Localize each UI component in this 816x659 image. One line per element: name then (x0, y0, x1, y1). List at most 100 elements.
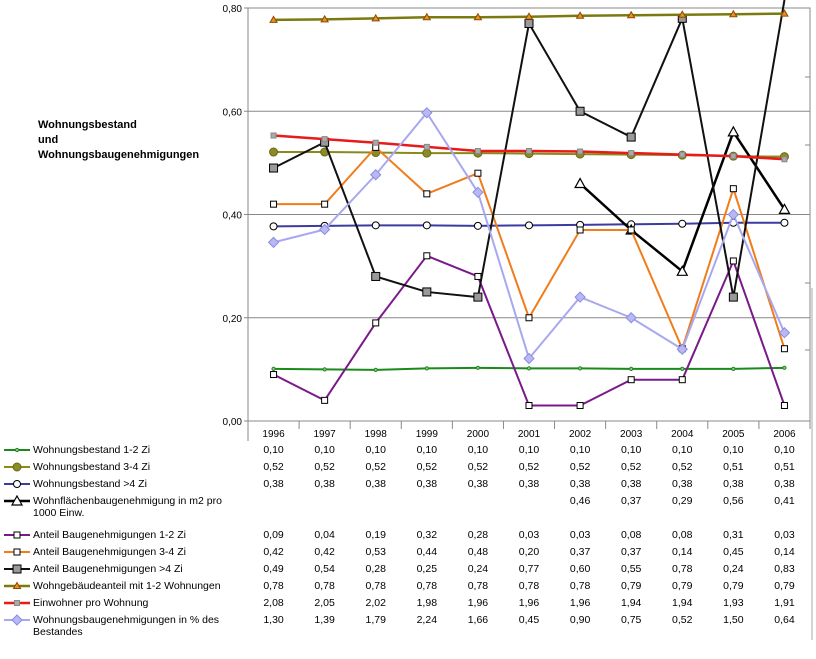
data-cell: 0,46 (570, 495, 591, 507)
data-cell: 0,78 (468, 580, 489, 592)
data-cell: 0,29 (672, 495, 693, 507)
data-point (780, 9, 789, 17)
data-point (13, 480, 21, 488)
data-point (524, 18, 534, 28)
data-cell: 0,38 (723, 478, 744, 490)
data-point (574, 291, 586, 303)
data-point (575, 106, 585, 116)
data-cell: 0,10 (468, 444, 489, 456)
data-point (728, 9, 738, 18)
data-cell: 0,24 (468, 563, 489, 575)
data-point (574, 177, 587, 189)
data-cell: 0,45 (519, 614, 540, 626)
data-point (422, 287, 432, 297)
data-point (576, 226, 584, 234)
data-cell: 2,05 (314, 597, 335, 609)
data-point (423, 190, 431, 198)
data-point (269, 222, 278, 231)
data-cell: 1,96 (468, 597, 489, 609)
data-cell: 0,10 (621, 444, 642, 456)
data-point (11, 614, 23, 626)
data-cell: 0,03 (519, 529, 540, 541)
data-cell: 0,28 (366, 563, 387, 575)
data-cell: 0,10 (314, 444, 335, 456)
data-point (269, 163, 279, 173)
data-point (270, 132, 277, 139)
data-point (372, 319, 380, 327)
data-cell: 0,52 (263, 461, 284, 473)
data-cell: 0,04 (314, 529, 335, 541)
data-point (626, 132, 636, 142)
data-point (628, 150, 635, 157)
legend-label: Anteil Baugenehmigungen >4 Zi (33, 563, 183, 575)
y-tick-label: 0,00 (223, 417, 243, 428)
data-cell: 0,37 (621, 546, 642, 558)
data-point (13, 531, 21, 539)
data-point (627, 376, 635, 384)
data-point (12, 462, 22, 472)
data-cell: 1,50 (723, 614, 744, 626)
data-cell: 0,51 (774, 461, 795, 473)
legend-label: Wohnungsbestand >4 Zi (33, 478, 147, 490)
data-cell: 0,08 (621, 529, 642, 541)
data-cell: 0,32 (417, 529, 438, 541)
data-cell: 0,20 (519, 546, 540, 558)
data-cell: 1,98 (417, 597, 438, 609)
data-cell: 0,31 (723, 529, 744, 541)
data-cell: 0,49 (263, 563, 284, 575)
data-point (577, 148, 584, 155)
legend-label: Wohnungsbaugenehmigungen in % des Bestand… (33, 614, 219, 638)
data-cell: 0,56 (723, 495, 744, 507)
data-cell: 0,44 (417, 546, 438, 558)
data-point (423, 143, 430, 150)
data-point (371, 13, 381, 22)
data-cell: 0,52 (621, 461, 642, 473)
data-point (421, 107, 433, 119)
data-cell: 0,60 (570, 563, 591, 575)
data-point (422, 12, 432, 21)
data-cell: 0,78 (417, 580, 438, 592)
data-cell: 0,53 (366, 546, 387, 558)
data-point (473, 221, 482, 230)
data-point (526, 148, 532, 155)
data-point (12, 564, 22, 574)
data-point (780, 218, 789, 227)
legend-label: Einwohner pro Wohnung (33, 597, 149, 609)
chart-title: Wohnungsbestand und Wohnungsbaugenehmigu… (38, 119, 200, 161)
data-cell: 0,79 (621, 580, 642, 592)
data-point (524, 12, 534, 20)
data-cell: 0,78 (519, 580, 540, 592)
data-cell: 0,52 (366, 461, 387, 473)
data-point (627, 226, 635, 234)
data-point (577, 366, 583, 371)
data-cell: 1,39 (314, 614, 335, 626)
data-point (271, 366, 276, 371)
data-point (729, 185, 737, 193)
data-cell: 1,66 (468, 614, 489, 626)
legend-label: Wohnflächenbaugenehmigung in m2 pro 1000 … (33, 495, 222, 519)
x-tick-label: 2002 (569, 429, 592, 440)
data-cell: 0,52 (672, 614, 693, 626)
data-cell: 0,42 (263, 546, 284, 558)
data-cell: 0,78 (314, 580, 335, 592)
data-point (473, 292, 483, 302)
data-cell: 0,10 (672, 444, 693, 456)
data-point (270, 371, 278, 379)
data-cell: 0,10 (570, 444, 591, 456)
data-cell: 0,10 (774, 444, 795, 456)
data-cell: 0,14 (774, 546, 795, 558)
data-point (625, 312, 637, 324)
data-cell: 0,38 (366, 478, 387, 490)
data-point (422, 221, 431, 230)
data-point (10, 494, 24, 506)
data-point (370, 169, 382, 181)
data-point (267, 236, 280, 249)
data-cell: 0,14 (672, 546, 693, 558)
data-cell: 0,79 (723, 580, 744, 592)
data-point (778, 327, 791, 339)
data-cell: 0,38 (468, 478, 489, 490)
data-point (523, 352, 535, 365)
data-cell: 0,38 (314, 478, 335, 490)
data-point (424, 366, 429, 371)
